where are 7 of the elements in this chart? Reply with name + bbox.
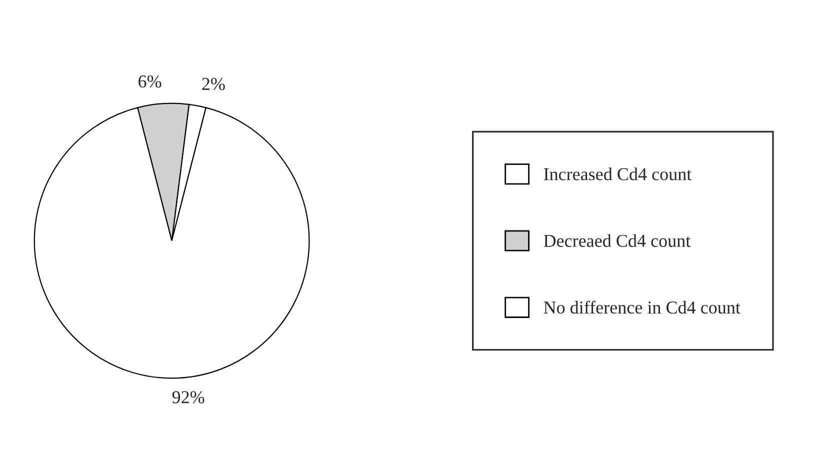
legend-label: No difference in Cd4 count — [544, 300, 740, 314]
legend-label: Increased Cd4 count — [544, 168, 692, 180]
data-label: 2% — [202, 78, 225, 90]
data-label: 92% — [172, 391, 204, 404]
pie-slice — [34, 107, 310, 379]
data-label: 6% — [138, 75, 162, 88]
legend-label: Decreaed Cd4 count — [544, 234, 691, 247]
